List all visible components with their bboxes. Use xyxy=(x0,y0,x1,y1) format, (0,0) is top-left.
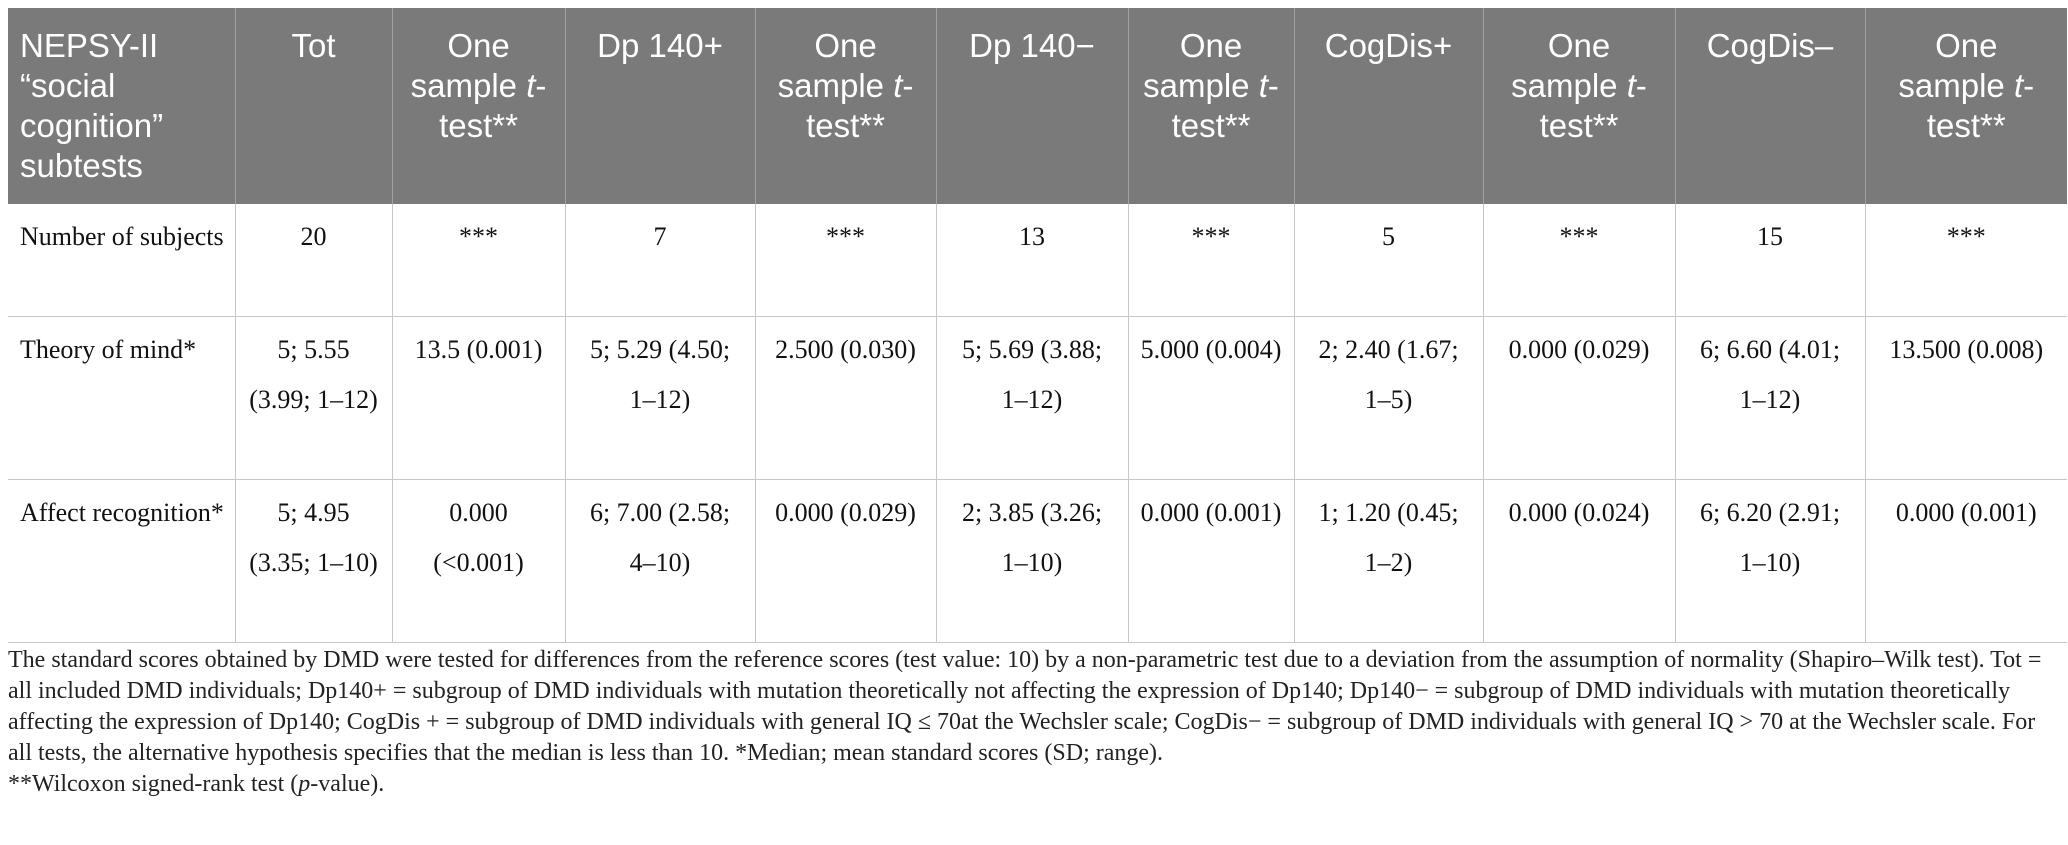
table-cell: 5; 5.55 (3.99; 1–12) xyxy=(235,316,393,480)
table-row: Number of subjects 20 *** 7 *** 13 *** 5… xyxy=(8,204,2067,317)
table-cell: *** xyxy=(1128,204,1295,317)
header-cell-dp140-plus: Dp 140+ xyxy=(565,8,756,204)
table-cell: 5 xyxy=(1294,204,1484,317)
table-row: Theory of mind* 5; 5.55 (3.99; 1–12) 13.… xyxy=(8,316,2067,480)
table-cell: *** xyxy=(392,204,566,317)
table-cell: 13.5 (0.001) xyxy=(392,316,566,480)
table-cell: 0.000 (0.001) xyxy=(1865,479,2067,643)
table-cell: 1; 1.20 (0.45; 1–2) xyxy=(1294,479,1484,643)
table-cell: 5; 5.69 (3.88; 1–12) xyxy=(936,316,1129,480)
header-cell-dp140-minus: Dp 140− xyxy=(936,8,1129,204)
results-table: NEPSY-II “social cognition” subtests Tot… xyxy=(8,8,2067,643)
table-cell: 20 xyxy=(235,204,393,317)
row-label: Affect recognition* xyxy=(8,479,236,643)
table-cell: 0.000 (0.029) xyxy=(1483,316,1676,480)
table-cell: *** xyxy=(1483,204,1676,317)
table-cell: 0.000 (<0.001) xyxy=(392,479,566,643)
table-cell: 15 xyxy=(1675,204,1866,317)
table-cell: 6; 6.60 (4.01; 1–12) xyxy=(1675,316,1866,480)
header-cell-cogdis-plus: CogDis+ xyxy=(1294,8,1484,204)
header-cell-ttest-dp140-plus: One sample t-test** xyxy=(755,8,937,204)
table-row: Affect recognition* 5; 4.95 (3.35; 1–10)… xyxy=(8,479,2067,643)
table-cell: *** xyxy=(1865,204,2067,317)
table-cell: 0.000 (0.029) xyxy=(755,479,937,643)
table-cell: *** xyxy=(755,204,937,317)
header-cell-subtest: NEPSY-II “social cognition” subtests xyxy=(8,8,236,204)
table-cell: 0.000 (0.001) xyxy=(1128,479,1295,643)
header-row: NEPSY-II “social cognition” subtests Tot… xyxy=(8,8,2067,204)
table-cell: 13 xyxy=(936,204,1129,317)
row-label: Theory of mind* xyxy=(8,316,236,480)
footnote-text: The standard scores obtained by DMD were… xyxy=(8,647,2042,766)
table-cell: 2; 2.40 (1.67; 1–5) xyxy=(1294,316,1484,480)
header-cell-ttest-tot: One sample t-test** xyxy=(392,8,566,204)
table-cell: 5; 5.29 (4.50; 1–12) xyxy=(565,316,756,480)
table-cell: 5.000 (0.004) xyxy=(1128,316,1295,480)
table-container: NEPSY-II “social cognition” subtests Tot… xyxy=(8,8,2067,643)
table-cell: 0.000 (0.024) xyxy=(1483,479,1676,643)
header-cell-tot: Tot xyxy=(235,8,393,204)
table-cell: 7 xyxy=(565,204,756,317)
header-cell-cogdis-minus: CogDis– xyxy=(1675,8,1866,204)
header-cell-ttest-cogdis-plus: One sample t-test** xyxy=(1483,8,1676,204)
table-cell: 6; 6.20 (2.91; 1–10) xyxy=(1675,479,1866,643)
header-cell-ttest-dp140-minus: One sample t-test** xyxy=(1128,8,1295,204)
header-cell-ttest-cogdis-minus: One sample t-test** xyxy=(1865,8,2067,204)
footnote-wilcoxon: **Wilcoxon signed-rank test (p-value). xyxy=(8,771,385,797)
table-cell: 5; 4.95 (3.35; 1–10) xyxy=(235,479,393,643)
table-footnote: The standard scores obtained by DMD were… xyxy=(8,645,2053,800)
table-cell: 6; 7.00 (2.58; 4–10) xyxy=(565,479,756,643)
table-cell: 13.500 (0.008) xyxy=(1865,316,2067,480)
table-cell: 2; 3.85 (3.26; 1–10) xyxy=(936,479,1129,643)
table-cell: 2.500 (0.030) xyxy=(755,316,937,480)
row-label: Number of subjects xyxy=(8,204,236,317)
